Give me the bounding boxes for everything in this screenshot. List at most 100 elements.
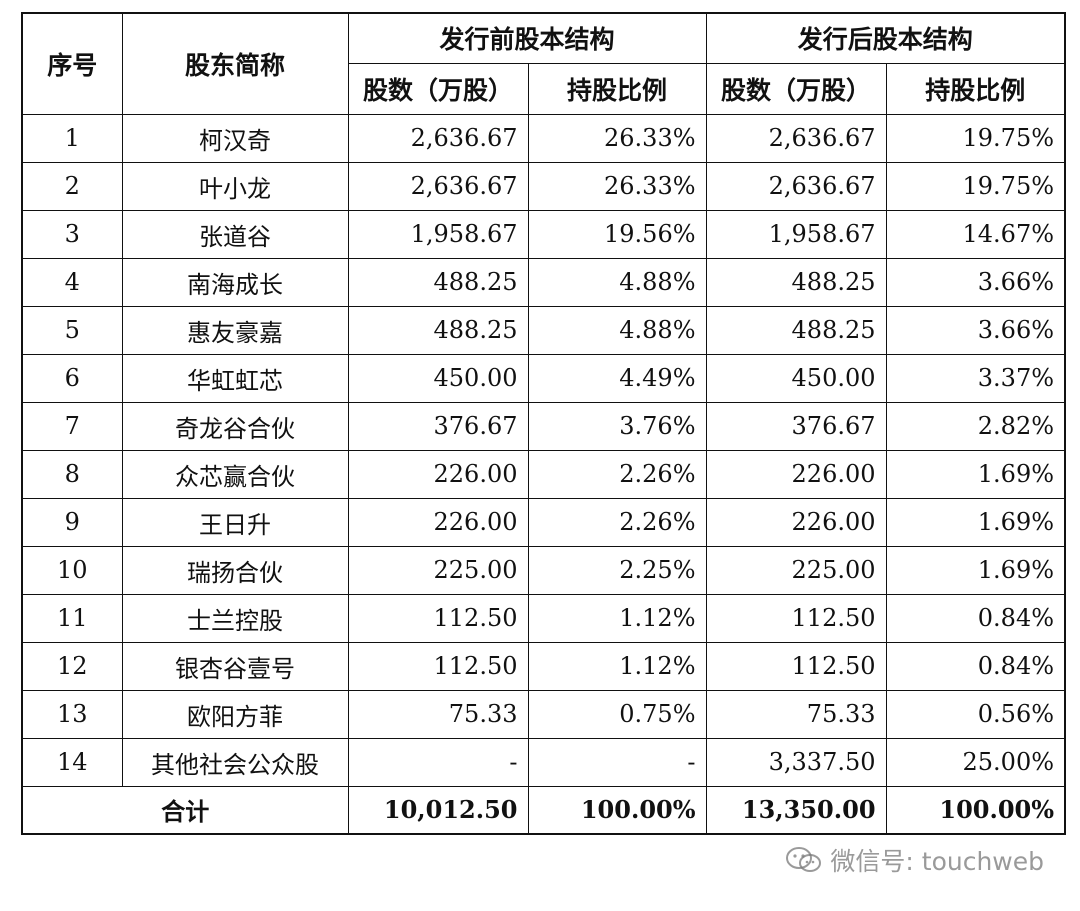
cell-index: 8 xyxy=(21,449,123,499)
cell-name: 奇龙谷合伙 xyxy=(121,401,349,451)
header-group-before-issue: 发行前股本结构 xyxy=(347,12,707,64)
cell-after-ratio: 2.82% xyxy=(885,401,1066,451)
cell-after-ratio: 19.75% xyxy=(885,113,1066,163)
cell-after-ratio: 1.69% xyxy=(885,449,1066,499)
cell-before-shares: 2,636.67 xyxy=(347,113,529,163)
cell-after-shares: 112.50 xyxy=(705,641,887,691)
table-row: 2 叶小龙 2,636.67 26.33% 2,636.67 19.75% xyxy=(21,161,1066,211)
cell-name: 柯汉奇 xyxy=(121,113,349,163)
cell-name: 华虹虹芯 xyxy=(121,353,349,403)
cell-after-shares: 450.00 xyxy=(705,353,887,403)
cell-after-ratio: 3.66% xyxy=(885,305,1066,355)
cell-name: 张道谷 xyxy=(121,209,349,259)
table-row: 7 奇龙谷合伙 376.67 3.76% 376.67 2.82% xyxy=(21,401,1066,451)
cell-index: 12 xyxy=(21,641,123,691)
cell-before-shares: 488.25 xyxy=(347,305,529,355)
cell-index: 3 xyxy=(21,209,123,259)
cell-before-ratio: 26.33% xyxy=(527,113,707,163)
cell-after-shares: 488.25 xyxy=(705,257,887,307)
header-before-ratio: 持股比例 xyxy=(527,62,707,115)
cell-after-ratio: 25.00% xyxy=(885,737,1066,787)
cell-name: 士兰控股 xyxy=(121,593,349,643)
cell-before-ratio: 2.26% xyxy=(527,449,707,499)
header-before-shares: 股数（万股） xyxy=(347,62,529,115)
cell-before-ratio: 4.88% xyxy=(527,257,707,307)
table-row: 12 银杏谷壹号 112.50 1.12% 112.50 0.84% xyxy=(21,641,1066,691)
cell-before-ratio: 0.75% xyxy=(527,689,707,739)
total-after-shares: 13,350.00 xyxy=(705,785,887,835)
cell-after-shares: 488.25 xyxy=(705,305,887,355)
cell-name: 众芯赢合伙 xyxy=(121,449,349,499)
cell-name: 银杏谷壹号 xyxy=(121,641,349,691)
header-group-after-issue: 发行后股本结构 xyxy=(705,12,1066,64)
cell-after-shares: 226.00 xyxy=(705,497,887,547)
cell-before-shares: 226.00 xyxy=(347,497,529,547)
table-body: 1 柯汉奇 2,636.67 26.33% 2,636.67 19.75% 2 … xyxy=(21,113,1066,835)
table-row: 8 众芯赢合伙 226.00 2.26% 226.00 1.69% xyxy=(21,449,1066,499)
cell-index: 10 xyxy=(21,545,123,595)
cell-before-ratio: 26.33% xyxy=(527,161,707,211)
cell-before-shares: 488.25 xyxy=(347,257,529,307)
table-row: 4 南海成长 488.25 4.88% 488.25 3.66% xyxy=(21,257,1066,307)
cell-index: 9 xyxy=(21,497,123,547)
cell-after-ratio: 0.84% xyxy=(885,641,1066,691)
cell-index: 13 xyxy=(21,689,123,739)
cell-after-ratio: 3.37% xyxy=(885,353,1066,403)
total-label: 合计 xyxy=(21,785,349,835)
cell-after-shares: 112.50 xyxy=(705,593,887,643)
cell-before-ratio: 4.49% xyxy=(527,353,707,403)
header-after-shares: 股数（万股） xyxy=(705,62,887,115)
cell-before-ratio: 2.25% xyxy=(527,545,707,595)
cell-before-ratio: 1.12% xyxy=(527,593,707,643)
header-index: 序号 xyxy=(21,12,123,115)
cell-after-shares: 376.67 xyxy=(705,401,887,451)
cell-after-ratio: 0.84% xyxy=(885,593,1066,643)
cell-name: 其他社会公众股 xyxy=(121,737,349,787)
table-row: 9 王日升 226.00 2.26% 226.00 1.69% xyxy=(21,497,1066,547)
cell-after-shares: 1,958.67 xyxy=(705,209,887,259)
cell-before-ratio: 4.88% xyxy=(527,305,707,355)
cell-name: 南海成长 xyxy=(121,257,349,307)
header-shareholder-name: 股东简称 xyxy=(121,12,349,115)
cell-before-shares: 112.50 xyxy=(347,593,529,643)
table-row: 14 其他社会公众股 - - 3,337.50 25.00% xyxy=(21,737,1066,787)
cell-after-shares: 2,636.67 xyxy=(705,161,887,211)
cell-after-shares: 2,636.67 xyxy=(705,113,887,163)
shareholding-table: 序号 股东简称 发行前股本结构 发行后股本结构 股数（万股） 持股比例 股数（万… xyxy=(21,12,1067,835)
total-row: 合计 10,012.50 100.00% 13,350.00 100.00% xyxy=(21,785,1066,835)
watermark-text: 微信号: touchweb xyxy=(830,847,1044,876)
cell-after-shares: 3,337.50 xyxy=(705,737,887,787)
cell-index: 7 xyxy=(21,401,123,451)
cell-after-shares: 75.33 xyxy=(705,689,887,739)
cell-index: 5 xyxy=(21,305,123,355)
cell-after-ratio: 0.56% xyxy=(885,689,1066,739)
total-after-ratio: 100.00% xyxy=(885,785,1066,835)
cell-before-shares: 226.00 xyxy=(347,449,529,499)
table-row: 1 柯汉奇 2,636.67 26.33% 2,636.67 19.75% xyxy=(21,113,1066,163)
cell-after-ratio: 3.66% xyxy=(885,257,1066,307)
cell-index: 11 xyxy=(21,593,123,643)
wechat-watermark: 微信号: touchweb xyxy=(784,842,1044,878)
cell-before-shares: 112.50 xyxy=(347,641,529,691)
table-row: 5 惠友豪嘉 488.25 4.88% 488.25 3.66% xyxy=(21,305,1066,355)
cell-name: 欧阳方菲 xyxy=(121,689,349,739)
cell-index: 4 xyxy=(21,257,123,307)
cell-after-shares: 225.00 xyxy=(705,545,887,595)
table-row: 10 瑞扬合伙 225.00 2.25% 225.00 1.69% xyxy=(21,545,1066,595)
cell-before-ratio: 2.26% xyxy=(527,497,707,547)
cell-before-shares: 450.00 xyxy=(347,353,529,403)
cell-before-ratio: - xyxy=(527,737,707,787)
cell-before-ratio: 19.56% xyxy=(527,209,707,259)
cell-before-shares: 1,958.67 xyxy=(347,209,529,259)
cell-index: 14 xyxy=(21,737,123,787)
table-row: 3 张道谷 1,958.67 19.56% 1,958.67 14.67% xyxy=(21,209,1066,259)
table-row: 11 士兰控股 112.50 1.12% 112.50 0.84% xyxy=(21,593,1066,643)
cell-after-shares: 226.00 xyxy=(705,449,887,499)
table-row: 6 华虹虹芯 450.00 4.49% 450.00 3.37% xyxy=(21,353,1066,403)
cell-before-ratio: 3.76% xyxy=(527,401,707,451)
cell-index: 1 xyxy=(21,113,123,163)
cell-name: 瑞扬合伙 xyxy=(121,545,349,595)
shareholding-table-container: 序号 股东简称 发行前股本结构 发行后股本结构 股数（万股） 持股比例 股数（万… xyxy=(21,12,1067,835)
cell-before-shares: 225.00 xyxy=(347,545,529,595)
total-before-ratio: 100.00% xyxy=(527,785,707,835)
